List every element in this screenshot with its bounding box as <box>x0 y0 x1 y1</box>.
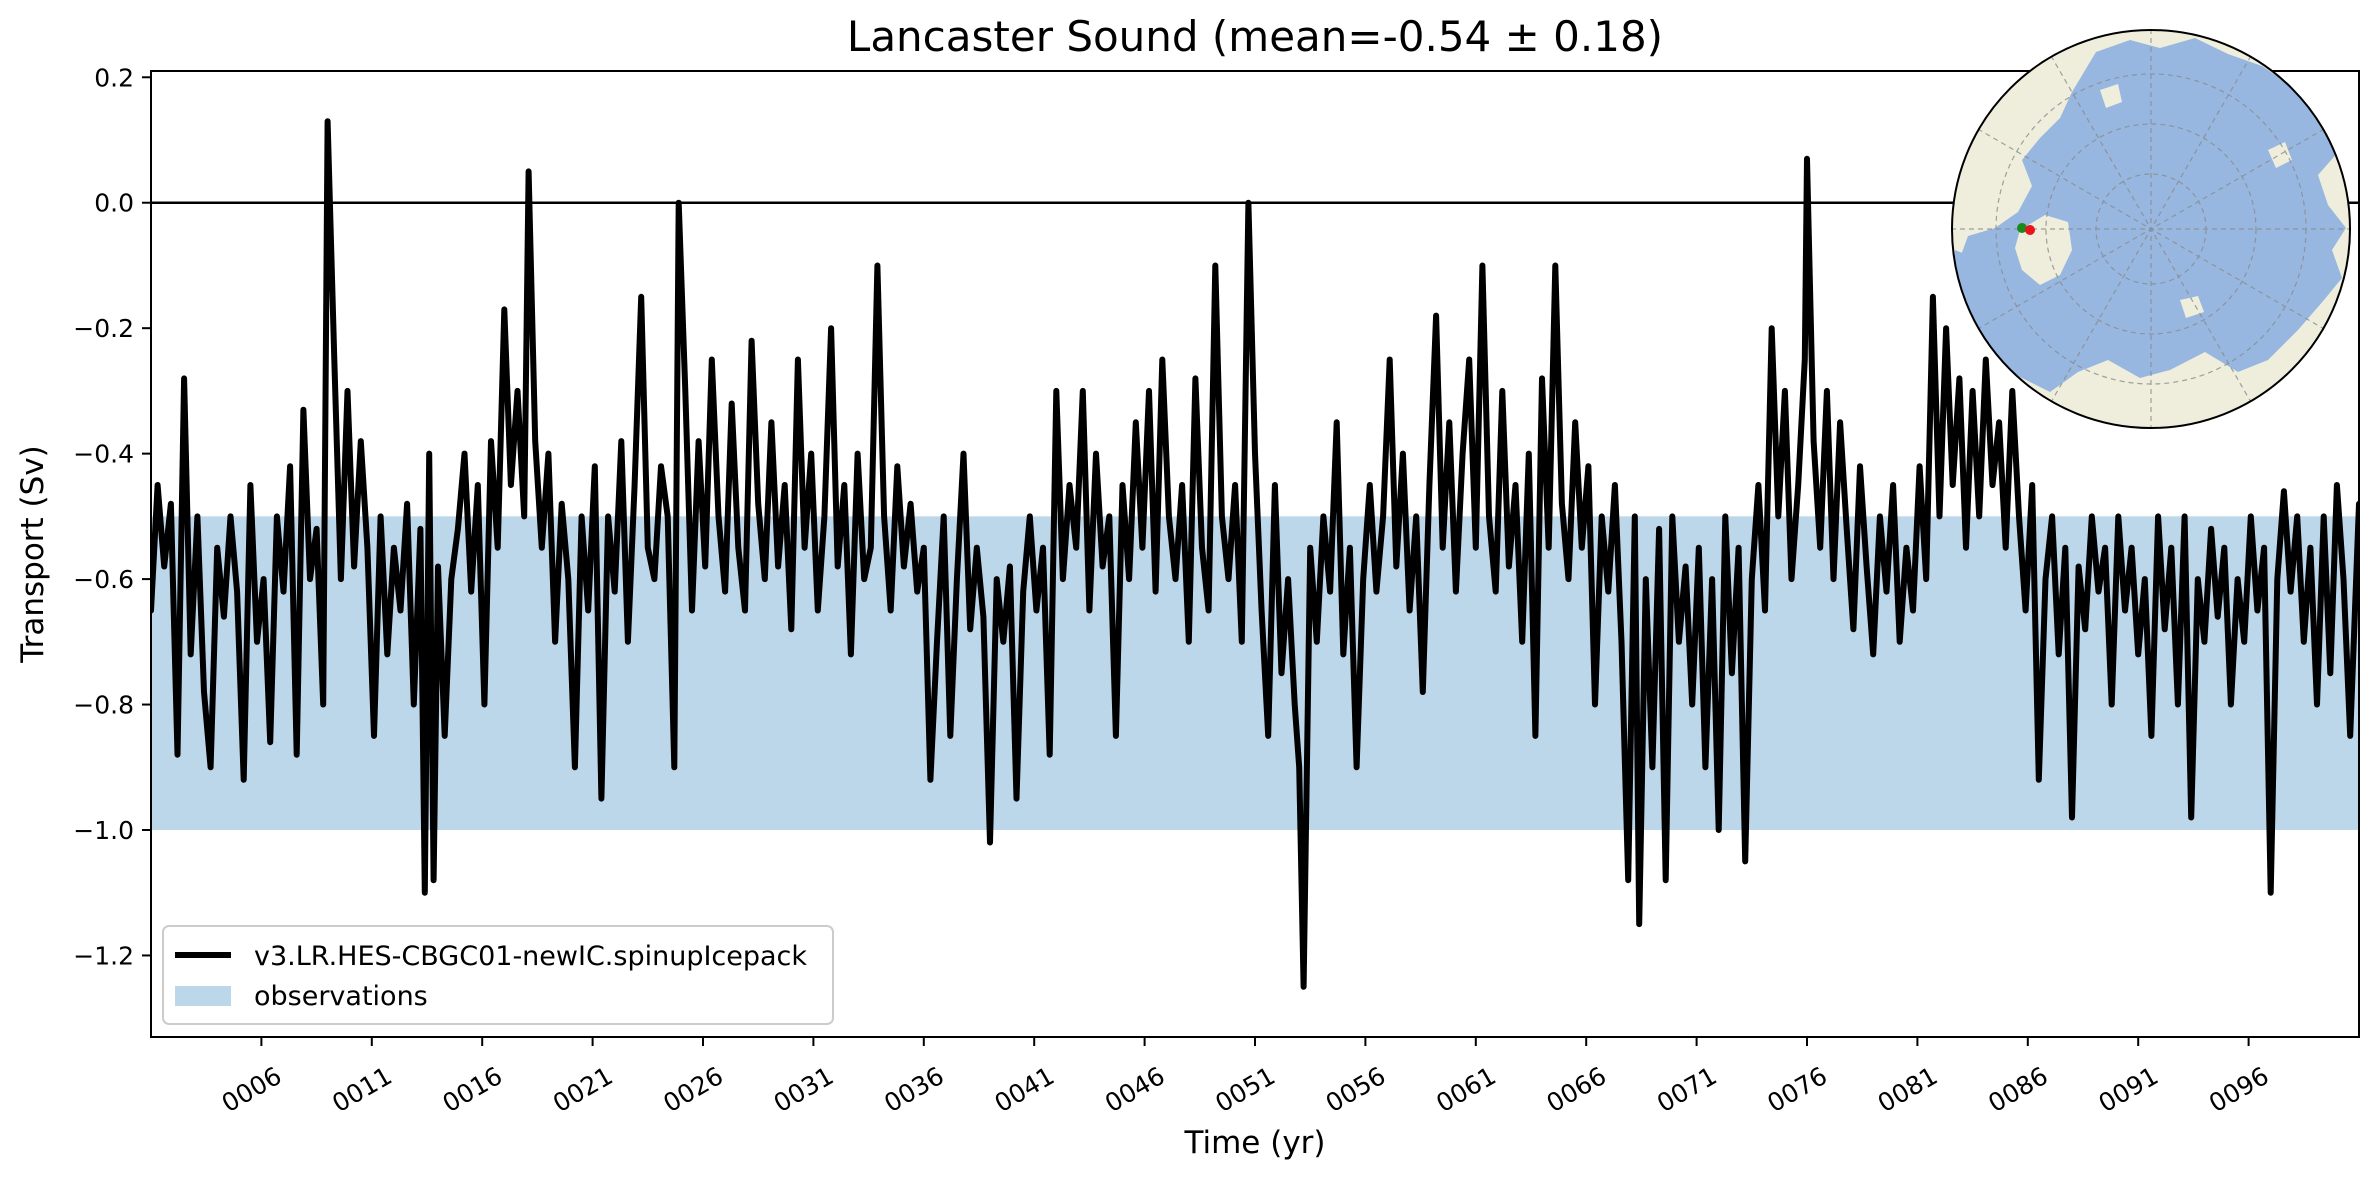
y-axis-label: Transport (Sv) <box>15 445 51 664</box>
y-tick-label: −0.6 <box>73 565 134 594</box>
map-graticule <box>1952 30 2350 428</box>
legend-label-observations: observations <box>254 981 428 1012</box>
y-axis-ticks: 0.2 0.0 −0.2 −0.4 −0.6 −0.8 −1.0 −1.2 <box>73 63 151 970</box>
y-tick-label: −1.0 <box>73 816 134 845</box>
legend: v3.LR.HES-CBGC01-newIC.spinupIcepack obs… <box>162 925 834 1025</box>
arctic-island-shape <box>2268 142 2292 168</box>
plot-area <box>151 118 2359 990</box>
y-tick-label: −1.2 <box>73 941 134 970</box>
arctic-inset-map <box>1951 29 2351 429</box>
y-tick-label: −0.8 <box>73 691 134 720</box>
y-tick-label: 0.2 <box>94 63 134 92</box>
legend-observations-swatch <box>175 986 231 1006</box>
series-line-spinupIcepack <box>151 118 2359 990</box>
arctic-island-shape <box>2180 296 2204 318</box>
y-tick-label: −0.2 <box>73 314 134 343</box>
y-tick-label: −0.4 <box>73 440 134 469</box>
section-end-marker <box>2025 225 2035 235</box>
map-latitude-circle <box>2045 123 2257 335</box>
map-meridian-line <box>1977 128 2325 330</box>
legend-frame <box>162 925 834 1025</box>
map-border <box>1951 29 2351 429</box>
y-tick-label: 0.0 <box>94 189 134 218</box>
x-axis-label: Time (yr) <box>1184 1125 1326 1161</box>
arctic-island-shape <box>2100 84 2122 108</box>
chart-title: Lancaster Sound (mean=-0.54 ± 0.18) <box>847 12 1663 61</box>
observations-band <box>151 516 2359 830</box>
section-start-marker <box>2017 223 2027 233</box>
legend-label-series: v3.LR.HES-CBGC01-newIC.spinupIcepack <box>254 941 807 972</box>
